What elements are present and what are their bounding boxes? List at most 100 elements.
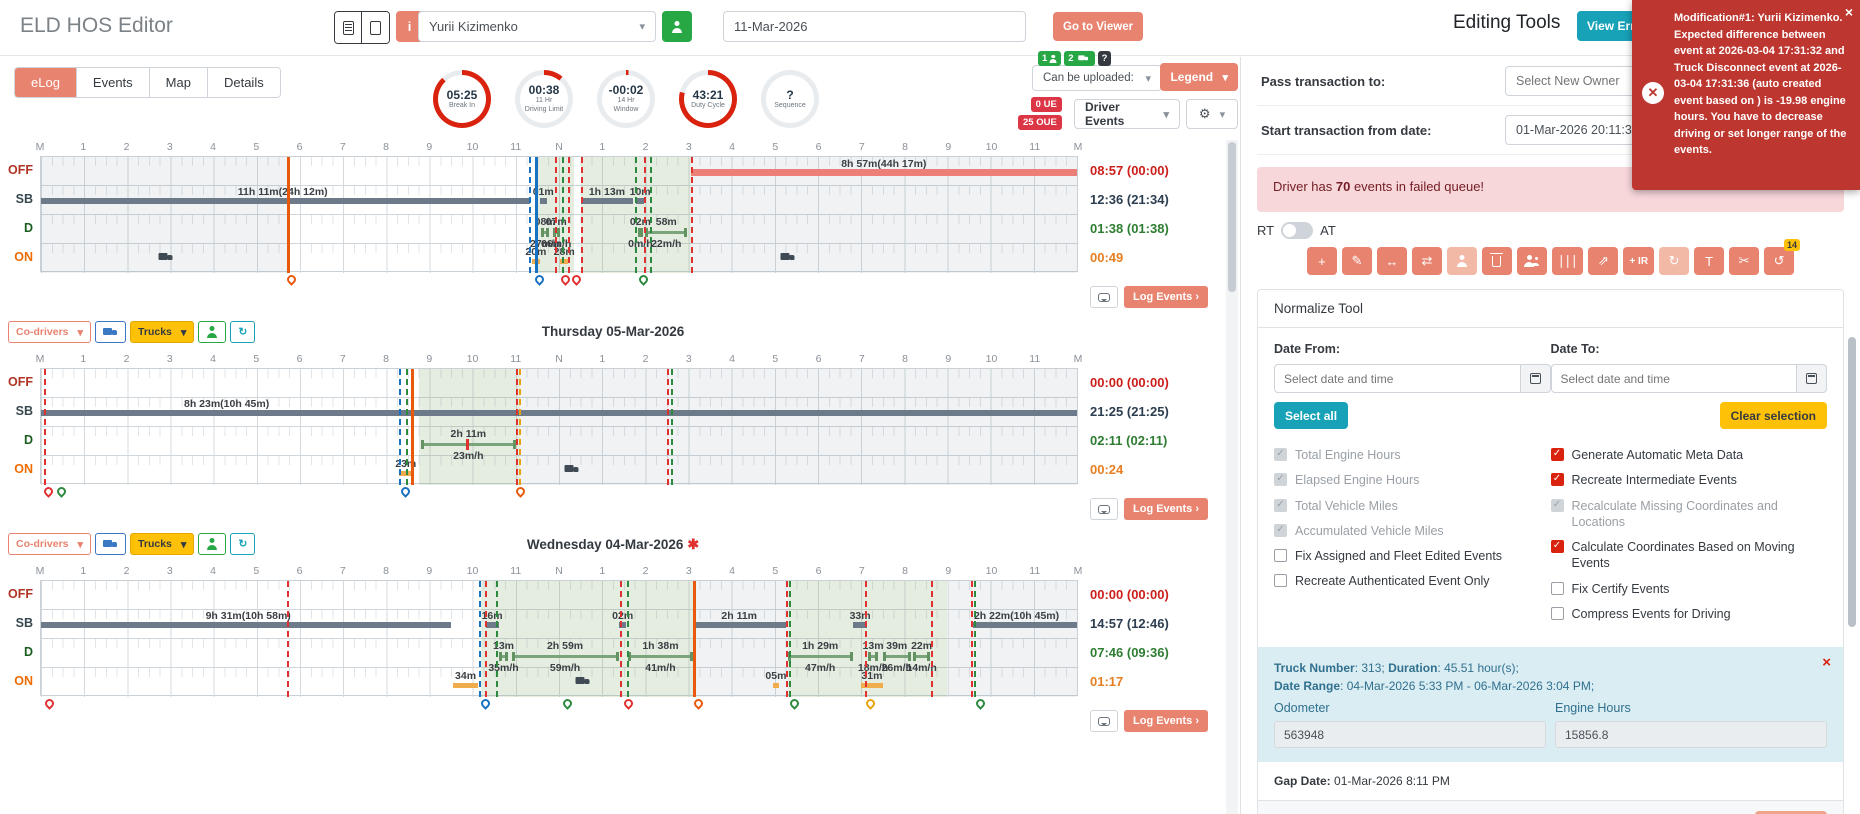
trend-edit-button[interactable]: ⇗ xyxy=(1588,247,1619,275)
edit-event-button[interactable]: ✎ xyxy=(1341,247,1372,275)
legend-button[interactable]: Legend ▾ xyxy=(1160,63,1238,91)
co-drivers-button[interactable] xyxy=(1516,247,1547,275)
tab-events[interactable]: Events xyxy=(76,68,150,97)
truck-select-button[interactable] xyxy=(95,321,127,343)
date-from-input[interactable] xyxy=(1274,364,1521,393)
add-ir-button[interactable]: + IR xyxy=(1623,247,1655,275)
duty-label-off: OFF xyxy=(8,375,33,389)
segment-speed-label: 14m/h xyxy=(906,662,937,674)
hour-label: 2 xyxy=(642,565,649,577)
recalculate-button[interactable]: ↻ xyxy=(1659,247,1690,275)
hour-label: 8 xyxy=(383,353,389,365)
error-toast[interactable]: × ✕ Modification#1: Yurii Kizimenko. Exp… xyxy=(1632,0,1860,190)
hour-label: 4 xyxy=(729,353,735,365)
date-to-calendar-button[interactable] xyxy=(1797,364,1827,393)
checkbox-right-3[interactable]: ✓ Calculate Coordinates Based on Moving E… xyxy=(1550,539,1828,572)
tab-elog[interactable]: eLog xyxy=(15,68,77,97)
go-to-viewer-button[interactable]: Go to Viewer xyxy=(1053,12,1144,41)
hos-clock-window-14hr: -00:02 14 Hr Window xyxy=(597,70,655,128)
history-button[interactable]: ↺ 14 xyxy=(1764,239,1801,275)
clear-selection-button[interactable]: Clear selection xyxy=(1719,402,1827,429)
checkbox-left-1[interactable]: ✓ Elapsed Engine Hours xyxy=(1274,472,1551,488)
hos-clock-sequence: ? Sequence xyxy=(761,70,819,128)
blank-report-button[interactable] xyxy=(362,12,389,43)
grid-row xyxy=(41,427,1077,456)
calendar-icon xyxy=(1529,373,1541,384)
cut-events-button[interactable]: ✂ xyxy=(1729,247,1760,275)
event-marker-line xyxy=(44,369,47,485)
engine-hours-input[interactable] xyxy=(1555,721,1827,748)
reassign-driver-button[interactable] xyxy=(1446,247,1477,275)
checkbox-left-2[interactable]: ✓ Total Vehicle Miles xyxy=(1274,498,1551,514)
checkbox-right-4[interactable]: Fix Certify Events xyxy=(1550,581,1828,597)
codriver-status-button[interactable] xyxy=(198,321,227,343)
checkbox-left-3[interactable]: ✓ Accumulated Vehicle Miles xyxy=(1274,523,1551,539)
odometer-input[interactable] xyxy=(1274,721,1546,748)
scrollbar-thumb[interactable] xyxy=(1228,142,1236,292)
log-events-button[interactable]: Log Events › xyxy=(1124,710,1209,732)
date-from-calendar-button[interactable] xyxy=(1520,364,1551,393)
comments-button[interactable] xyxy=(1090,710,1118,732)
checkbox-right-1[interactable]: ✓ Recreate Intermediate Events xyxy=(1550,472,1828,488)
checkbox-left-5[interactable]: Recreate Authenticated Event Only xyxy=(1274,573,1551,589)
log-events-button[interactable]: Log Events › xyxy=(1124,498,1209,520)
duty-segment: 05m xyxy=(765,670,786,688)
duty-total: 08:57 (00:00) xyxy=(1090,163,1169,178)
swap-events-button[interactable]: ⇄ xyxy=(1411,247,1442,275)
tab-map[interactable]: Map xyxy=(149,68,208,97)
tab-details[interactable]: Details xyxy=(207,68,280,97)
driver-profile-button[interactable] xyxy=(662,11,692,42)
hour-label: 5 xyxy=(253,141,260,153)
hour-label: 10 xyxy=(466,353,479,365)
logs-scrollbar[interactable] xyxy=(1226,140,1238,814)
settings-dropdown-button[interactable]: ⚙ ▾ xyxy=(1186,99,1238,129)
log-events-button[interactable]: Log Events › xyxy=(1124,286,1209,308)
checkbox-right-0[interactable]: ✓ Generate Automatic Meta Data xyxy=(1550,447,1828,463)
checkbox-icon xyxy=(1550,606,1564,620)
trucks-button[interactable]: Trucks ▾ xyxy=(130,533,195,555)
segment-speed-label: 23m/h xyxy=(453,450,484,462)
split-event-button[interactable]: ∣∣∣ xyxy=(1551,247,1584,275)
close-icon[interactable]: × xyxy=(1844,4,1853,20)
date-to-input[interactable] xyxy=(1550,364,1797,393)
move-event-button[interactable]: ↔ xyxy=(1376,247,1407,275)
checkbox-right-2[interactable]: ✓ Recalculate Missing Coordinates and Loc… xyxy=(1550,498,1828,531)
hour-label: 6 xyxy=(815,353,822,365)
event-marker-line xyxy=(931,581,934,697)
panel-scrollbar[interactable] xyxy=(1848,337,1856,627)
grid-row xyxy=(41,456,1077,485)
plus-ir-icon: + IR xyxy=(1629,255,1649,267)
pencil-icon: ✎ xyxy=(1351,253,1363,268)
checkbox-left-4[interactable]: Fix Assigned and Fleet Edited Events xyxy=(1274,548,1551,564)
rt-at-toggle[interactable] xyxy=(1281,222,1314,239)
text-height-button[interactable]: T xyxy=(1694,247,1725,275)
marker-strip xyxy=(40,484,1078,504)
add-event-button[interactable]: + xyxy=(1306,247,1337,275)
log-report-button[interactable] xyxy=(335,12,362,43)
checkbox-right-5[interactable]: Compress Events for Driving xyxy=(1550,606,1828,622)
gap-date-label: Gap Date: xyxy=(1274,774,1331,788)
refresh-day-button[interactable]: ↻ xyxy=(230,533,256,555)
refresh-icon: ↻ xyxy=(238,326,248,338)
segment-speed-label: 35m/h xyxy=(488,662,519,674)
trucks-button[interactable]: Trucks ▾ xyxy=(130,321,195,343)
refresh-day-button[interactable]: ↻ xyxy=(230,321,256,343)
preview-button[interactable]: Preview xyxy=(1754,811,1827,814)
close-icon[interactable]: × xyxy=(1822,654,1831,671)
codrivers-button[interactable]: Co-drivers ▾ xyxy=(8,533,92,555)
driver-select[interactable]: Yurii Kizimenko ▾ xyxy=(418,11,656,42)
codrivers-button[interactable]: Co-drivers ▾ xyxy=(8,321,92,343)
driver-events-select[interactable]: Driver Events ▾ xyxy=(1074,99,1180,129)
checkbox-left-0[interactable]: ✓ Total Engine Hours xyxy=(1274,447,1551,463)
log-date-input[interactable] xyxy=(723,11,1026,42)
delete-event-button[interactable] xyxy=(1481,247,1512,275)
comments-button[interactable] xyxy=(1090,498,1118,520)
can-be-uploaded-select[interactable]: Can be uploaded: ▾ xyxy=(1032,65,1162,91)
hos-clock-value: 00:38 xyxy=(528,83,560,98)
codriver-status-button[interactable] xyxy=(198,533,227,555)
odometer-label: Odometer xyxy=(1274,701,1330,715)
truck-select-button[interactable] xyxy=(95,533,127,555)
comments-button[interactable] xyxy=(1090,286,1118,308)
select-all-button[interactable]: Select all xyxy=(1274,402,1349,429)
event-marker-line xyxy=(411,369,415,485)
